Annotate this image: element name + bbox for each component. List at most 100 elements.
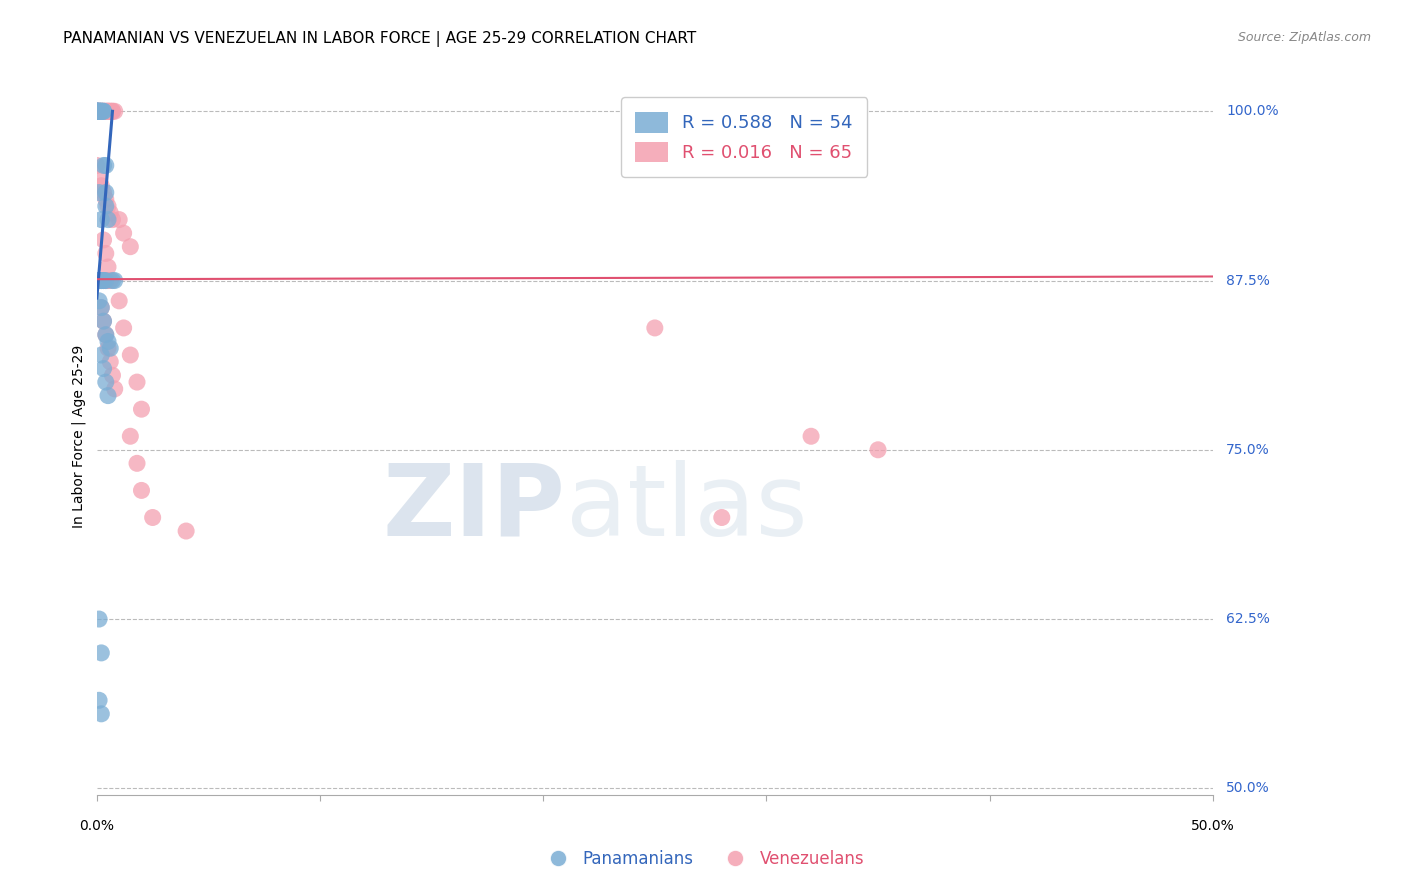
Point — [90, 646, 112, 660]
Point — [93, 104, 115, 119]
Point — [86, 104, 108, 119]
Point — [93, 104, 115, 119]
Point — [94, 274, 117, 288]
Point — [108, 293, 131, 308]
Text: 87.5%: 87.5% — [1226, 274, 1270, 287]
Point — [97, 104, 120, 119]
Point — [87, 104, 110, 119]
Point — [104, 274, 127, 288]
Point — [86, 104, 108, 119]
Point — [97, 104, 120, 119]
Point — [90, 104, 112, 119]
Point — [87, 274, 110, 288]
Point — [94, 327, 117, 342]
Text: ZIP: ZIP — [382, 459, 565, 557]
Point — [93, 274, 115, 288]
Point — [97, 199, 120, 213]
Point — [94, 274, 117, 288]
Point — [87, 693, 110, 707]
Point — [98, 274, 121, 288]
Point — [98, 341, 121, 355]
Point — [86, 104, 108, 119]
Point — [93, 104, 115, 119]
Point — [112, 226, 135, 240]
Point — [94, 327, 117, 342]
Point — [94, 158, 117, 172]
Point — [97, 212, 120, 227]
Point — [90, 274, 112, 288]
Point — [86, 104, 108, 119]
Point — [94, 246, 117, 260]
Point — [86, 104, 108, 119]
Point — [87, 274, 110, 288]
Point — [87, 104, 110, 119]
Point — [94, 375, 117, 389]
Point — [101, 104, 124, 119]
Point — [108, 212, 131, 227]
Text: 100.0%: 100.0% — [1226, 104, 1279, 119]
Point — [97, 274, 120, 288]
Legend: R = 0.588   N = 54, R = 0.016   N = 65: R = 0.588 N = 54, R = 0.016 N = 65 — [621, 97, 868, 177]
Point — [142, 510, 165, 524]
Point — [90, 301, 112, 315]
Point — [87, 104, 110, 119]
Point — [90, 274, 112, 288]
Point — [87, 612, 110, 626]
Point — [87, 186, 110, 200]
Point — [131, 402, 153, 417]
Point — [86, 158, 108, 172]
Point — [86, 104, 108, 119]
Point — [97, 260, 120, 274]
Y-axis label: In Labor Force | Age 25-29: In Labor Force | Age 25-29 — [72, 344, 86, 528]
Point — [94, 186, 117, 200]
Point — [125, 375, 148, 389]
Point — [93, 361, 115, 376]
Point — [90, 104, 112, 119]
Point — [87, 274, 110, 288]
Point — [120, 348, 142, 362]
Point — [98, 104, 121, 119]
Text: Source: ZipAtlas.com: Source: ZipAtlas.com — [1237, 31, 1371, 45]
Point — [93, 233, 115, 247]
Text: 0.0%: 0.0% — [79, 820, 114, 833]
Point — [87, 104, 110, 119]
Point — [112, 321, 135, 335]
Point — [87, 172, 110, 186]
Point — [86, 104, 108, 119]
Point — [97, 104, 120, 119]
Point — [87, 274, 110, 288]
Point — [86, 104, 108, 119]
Text: 50.0%: 50.0% — [1191, 820, 1234, 833]
Point — [97, 334, 120, 349]
Point — [86, 274, 108, 288]
Point — [125, 456, 148, 470]
Point — [87, 104, 110, 119]
Point — [90, 274, 112, 288]
Point — [94, 199, 117, 213]
Point — [86, 104, 108, 119]
Point — [90, 706, 112, 721]
Point — [87, 104, 110, 119]
Text: 75.0%: 75.0% — [1226, 442, 1270, 457]
Point — [94, 104, 117, 119]
Point — [86, 104, 108, 119]
Text: PANAMANIAN VS VENEZUELAN IN LABOR FORCE | AGE 25-29 CORRELATION CHART: PANAMANIAN VS VENEZUELAN IN LABOR FORCE … — [63, 31, 696, 47]
Point — [94, 274, 117, 288]
Point — [101, 104, 124, 119]
Point — [86, 274, 108, 288]
Point — [101, 274, 124, 288]
Point — [86, 274, 108, 288]
Point — [90, 104, 112, 119]
Point — [120, 429, 142, 443]
Point — [98, 206, 121, 220]
Point — [800, 429, 823, 443]
Point — [90, 274, 112, 288]
Point — [644, 321, 666, 335]
Point — [98, 355, 121, 369]
Point — [86, 104, 108, 119]
Text: 50.0%: 50.0% — [1226, 781, 1270, 796]
Point — [93, 104, 115, 119]
Point — [93, 314, 115, 328]
Point — [93, 274, 115, 288]
Point — [90, 178, 112, 193]
